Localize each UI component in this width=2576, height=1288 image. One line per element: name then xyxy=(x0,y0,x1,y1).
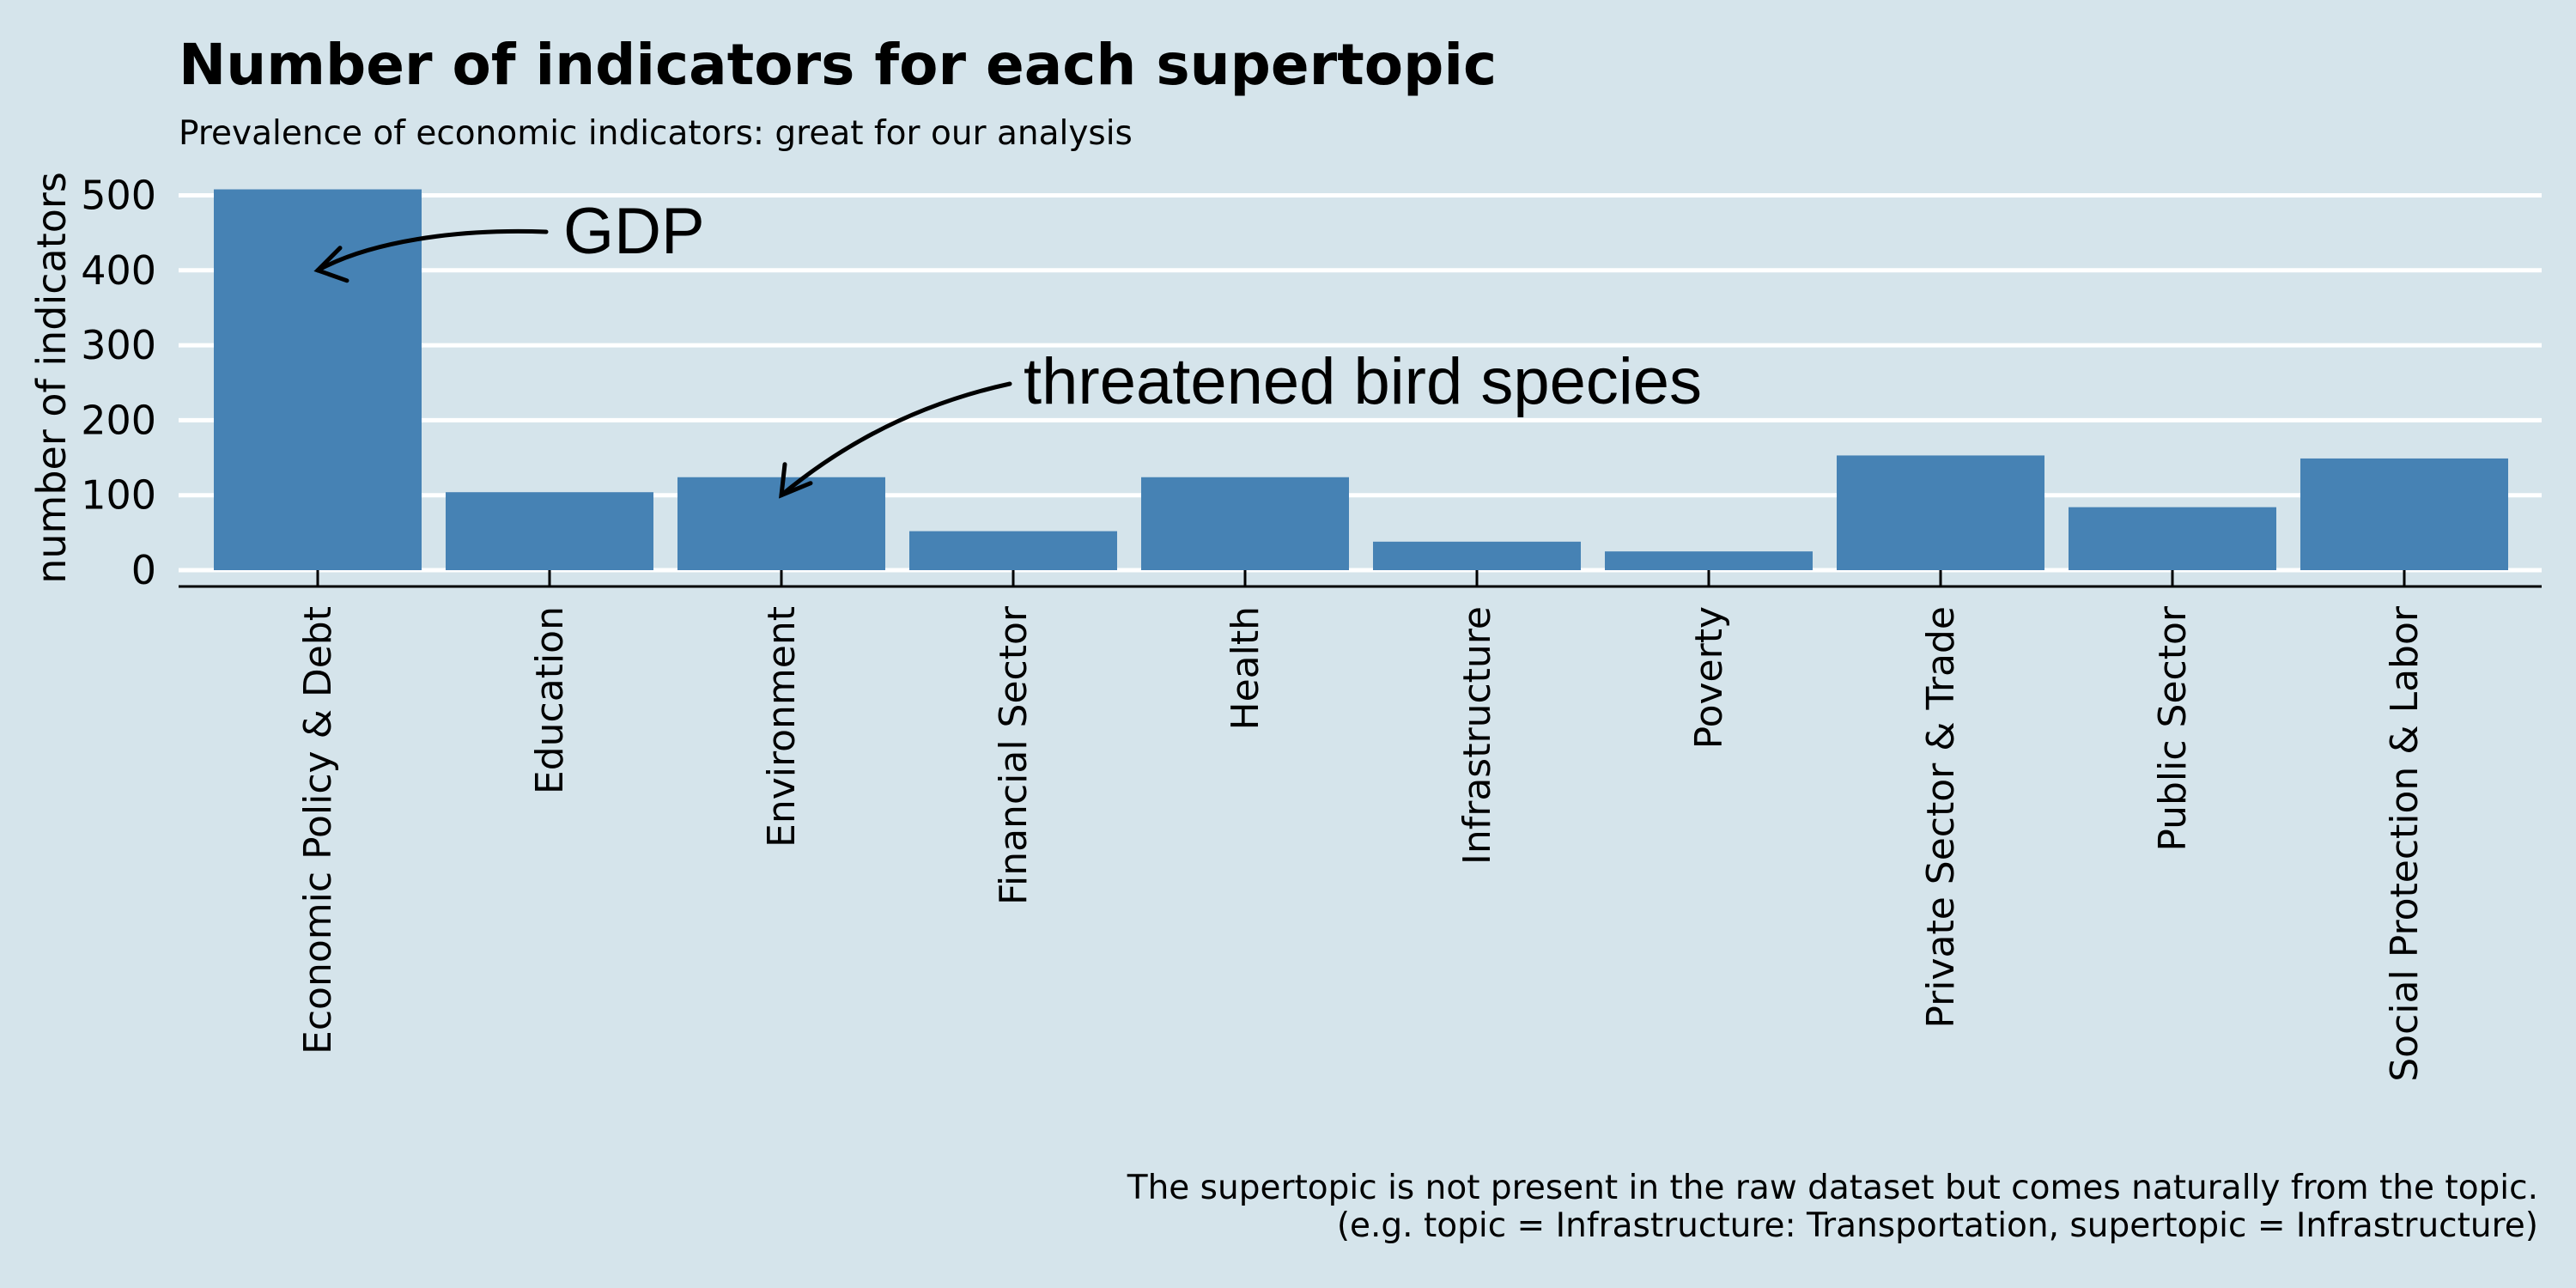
bar xyxy=(1837,455,2044,570)
x-tick-label: Environment xyxy=(760,606,804,848)
annotation-arrow xyxy=(315,228,549,273)
annotation-arrow xyxy=(779,381,1012,498)
y-tick-label: 200 xyxy=(81,397,156,443)
x-tick-label: Private Sector & Trade xyxy=(1919,606,1963,1029)
x-tick-label: Education xyxy=(528,606,572,794)
bars xyxy=(214,189,2508,571)
x-axis: Economic Policy & Debt Education Environme… xyxy=(179,570,2542,1082)
x-tick-label: Health xyxy=(1224,606,1267,730)
x-tick-label: Infrastructure xyxy=(1455,606,1499,865)
bar xyxy=(1605,551,1813,570)
y-tick-label: 400 xyxy=(81,247,156,294)
caption-line-1: The supertopic is not present in the raw… xyxy=(1127,1169,2538,1207)
x-tick-label: Public Sector xyxy=(2151,605,2195,852)
chart-subtitle: Prevalence of economic indicators: great… xyxy=(179,114,1133,153)
y-axis-label: number of indicators xyxy=(28,172,75,584)
y-tick-label: 0 xyxy=(131,547,156,593)
y-axis: 0 100 200 300 400 500 xyxy=(81,173,156,594)
annotation-arrowhead xyxy=(313,246,349,283)
bar xyxy=(1373,541,1581,570)
x-tick-label: Financial Sector xyxy=(992,605,1036,905)
annotation-label: threatened bird species xyxy=(1024,345,1702,418)
bar xyxy=(214,189,422,571)
bar xyxy=(2069,507,2276,570)
bar xyxy=(1141,477,1349,570)
y-tick-label: 100 xyxy=(81,472,156,519)
y-tick-label: 300 xyxy=(81,322,156,368)
bar xyxy=(446,492,653,570)
annotation-arrowhead xyxy=(779,462,813,499)
annotation-label: GDP xyxy=(563,195,705,268)
annotations: GDP threatened bird species xyxy=(313,195,1702,499)
x-tick-label: Poverty xyxy=(1687,606,1731,749)
x-tick-label: Economic Policy & Debt xyxy=(296,606,340,1054)
bar xyxy=(909,531,1117,570)
x-tick-label: Social Protection & Labor xyxy=(2383,605,2427,1082)
bar xyxy=(2300,458,2508,570)
y-tick-label: 500 xyxy=(81,173,156,219)
chart-title: Number of indicators for each supertopic xyxy=(179,32,1497,98)
caption-line-2: (e.g. topic = Infrastructure: Transporta… xyxy=(1337,1206,2538,1245)
